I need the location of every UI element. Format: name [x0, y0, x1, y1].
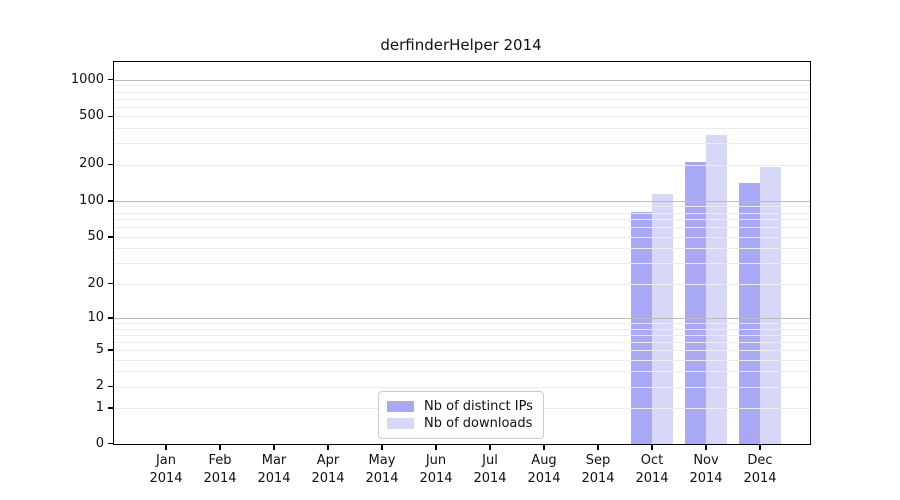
gridline-700: [114, 98, 810, 100]
ytick-label-10: 10: [87, 309, 104, 325]
xtick-label-jan: Jan 2014: [149, 453, 183, 486]
legend-item-distinct-ips: Nb of distinct IPs: [387, 399, 533, 414]
ytick-label-2: 2: [95, 378, 104, 394]
xtick-mark-dec: [759, 445, 761, 450]
xtick-mark-sep: [597, 445, 599, 450]
xtick-mark-feb: [219, 445, 221, 450]
ytick-mark-500: [108, 115, 113, 117]
ytick-mark-5: [108, 349, 113, 351]
xtick-label-feb: Feb 2014: [203, 453, 237, 486]
xtick-label-jun: Jun 2014: [419, 453, 453, 486]
ytick-label-0: 0: [95, 435, 104, 451]
ytick-mark-2: [108, 385, 113, 388]
bar-oct-downloads: [652, 193, 673, 444]
ytick-mark-20: [108, 283, 113, 285]
gridline-900: [114, 85, 810, 87]
xtick-mark-jun: [435, 445, 437, 450]
bar-dec-downloads: [760, 167, 781, 444]
xtick-label-jul: Jul 2014: [473, 453, 507, 486]
xtick-mark-mar: [273, 445, 275, 450]
ytick-mark-200: [108, 163, 113, 166]
xtick-mark-apr: [327, 445, 329, 450]
bar-oct-distinct-ips: [631, 212, 652, 444]
ytick-label-100: 100: [79, 192, 104, 208]
xtick-mark-may: [381, 445, 383, 450]
ytick-label-1: 1: [95, 399, 104, 415]
xtick-mark-jul: [489, 445, 491, 450]
gridline-1000: [114, 79, 810, 81]
xtick-mark-jan: [165, 445, 167, 450]
ytick-label-1000: 1000: [70, 71, 104, 87]
gridline-500: [114, 116, 810, 118]
xtick-label-sep: Sep 2014: [581, 453, 615, 486]
ytick-mark-50: [108, 236, 113, 238]
xtick-label-oct: Oct 2014: [635, 453, 669, 486]
plot-area: 0 1 2 5 10 20 50 100 200 500 1000 Jan 2014 Feb 2014 M…: [71, 61, 811, 486]
xtick-label-apr: Apr 2014: [311, 453, 345, 486]
xtick-mark-nov: [705, 445, 707, 450]
xtick-label-aug: Aug 2014: [527, 453, 561, 486]
ytick-mark-10: [108, 317, 113, 319]
ytick-label-50: 50: [87, 228, 104, 244]
chart-title: derfinderHelper 2014: [380, 36, 542, 54]
legend-item-downloads: Nb of downloads: [387, 416, 533, 431]
bar-nov-downloads: [706, 135, 727, 444]
ytick-mark-1000: [108, 79, 113, 81]
xtick-label-dec: Dec 2014: [743, 453, 777, 486]
xtick-label-mar: Mar 2014: [257, 453, 291, 486]
ytick-label-200: 200: [79, 156, 104, 172]
ytick-label-5: 5: [95, 341, 104, 357]
legend-swatch-downloads: [387, 418, 414, 429]
xtick-label-may: May 2014: [365, 453, 399, 486]
bar-dec-distinct-ips: [739, 183, 760, 444]
legend-swatch-distinct-ips: [387, 401, 414, 412]
legend-label-downloads: Nb of downloads: [424, 416, 533, 431]
xtick-mark-aug: [543, 445, 545, 450]
ytick-mark-1: [108, 407, 113, 409]
ytick-label-20: 20: [87, 275, 104, 291]
gridline-800: [114, 91, 810, 93]
gridline-400: [114, 128, 810, 129]
xtick-label-nov: Nov 2014: [689, 453, 723, 486]
gridline-600: [114, 106, 810, 108]
xtick-mark-oct: [651, 445, 653, 450]
ytick-mark-100: [108, 200, 113, 202]
legend-label-distinct-ips: Nb of distinct IPs: [424, 399, 533, 414]
bar-nov-distinct-ips: [685, 161, 706, 444]
ytick-label-500: 500: [79, 108, 104, 124]
ytick-mark-0: [108, 442, 113, 445]
legend: Nb of distinct IPs Nb of downloads: [378, 391, 544, 439]
